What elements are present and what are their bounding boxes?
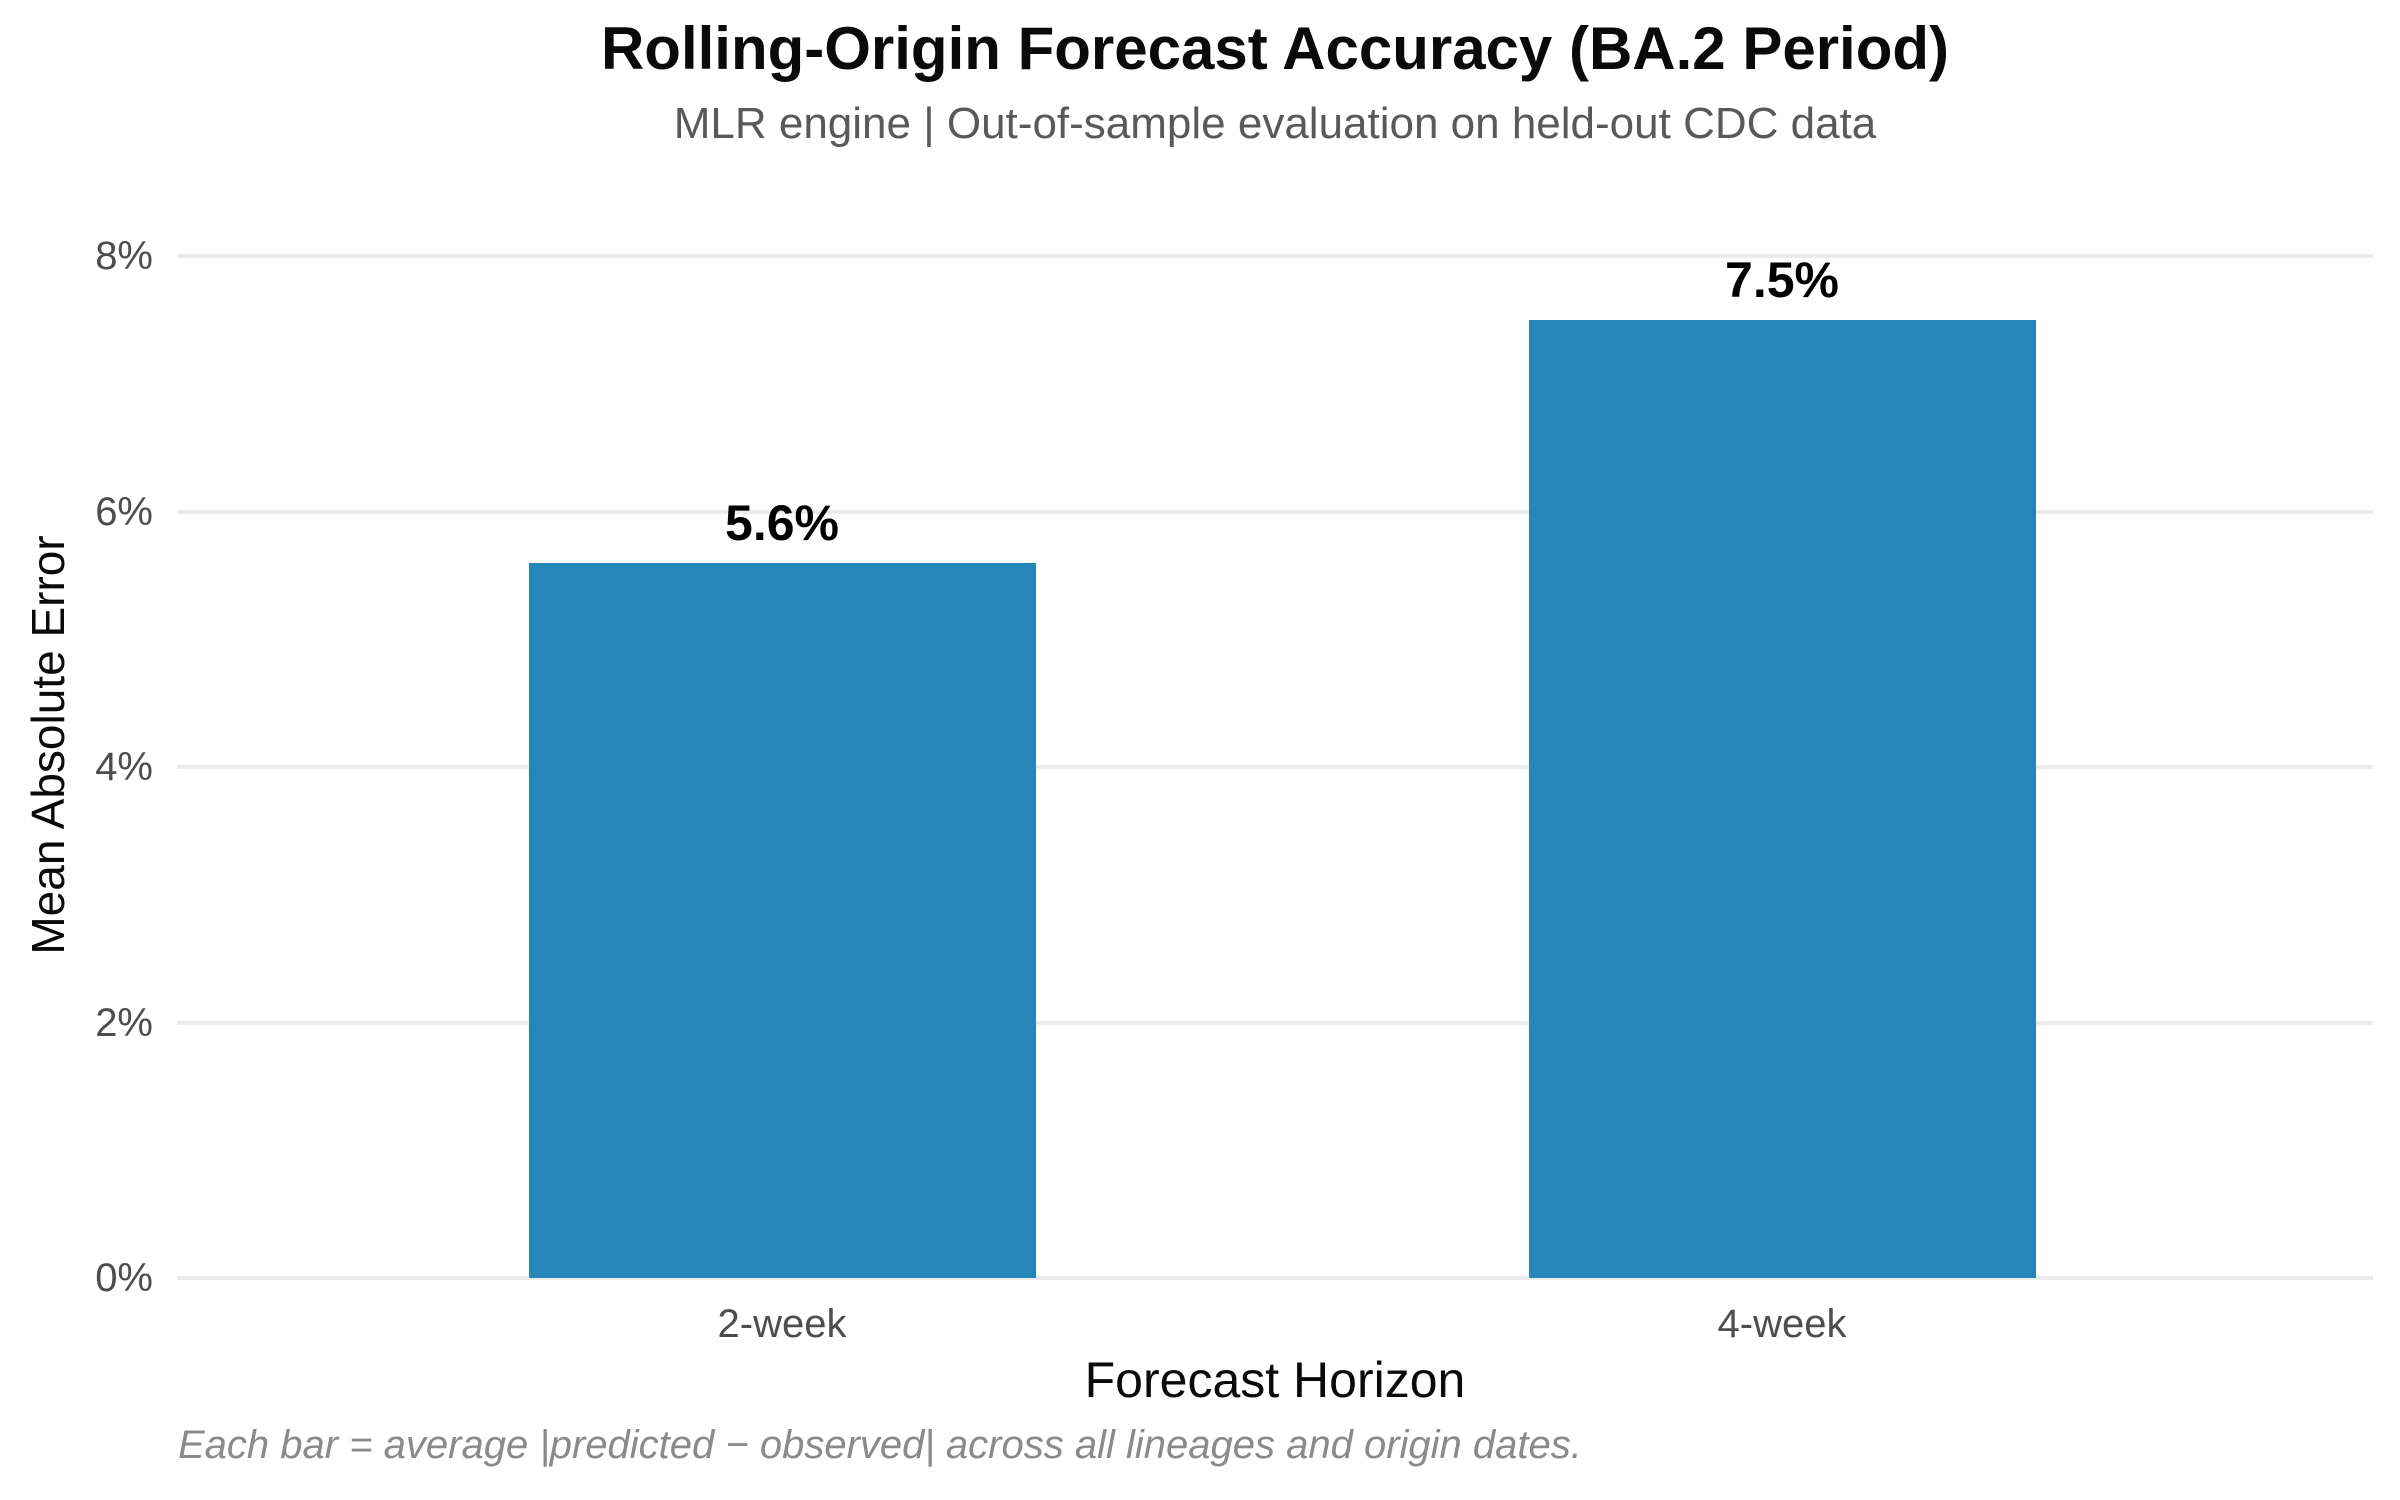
x-axis-title: Forecast Horizon — [1084, 1352, 1466, 1408]
gridline-2% — [177, 1020, 2373, 1025]
plot-area — [177, 254, 2373, 1280]
x-tick-label-2-week: 2-week — [717, 1302, 847, 1346]
bar-4-week — [1528, 319, 2036, 1278]
gridline-4% — [177, 765, 2373, 769]
y-tick-label-6%: 6% — [95, 489, 153, 534]
chart-title: Rolling-Origin Forecast Accuracy (BA.2 P… — [600, 15, 1950, 82]
y-tick-label-4%: 4% — [95, 745, 153, 789]
gridline-6% — [177, 509, 2373, 514]
gridline-0% — [177, 1276, 2373, 1280]
chart-subtitle: MLR engine | Out-of-sample evaluation on… — [673, 99, 1877, 148]
y-tick-label-0%: 0% — [95, 1256, 153, 1300]
x-tick-label-4-week: 4-week — [1717, 1302, 1847, 1346]
bar-2-week — [528, 562, 1036, 1278]
gridline-8% — [177, 254, 2373, 258]
bar-value-label-4-week: 7.5% — [1725, 251, 1839, 308]
figure-caption: Each bar = average |predicted − observed… — [178, 1423, 1582, 1467]
bar-value-label-2-week: 5.6% — [725, 494, 839, 551]
y-tick-label-2%: 2% — [95, 1000, 153, 1045]
y-tick-label-8%: 8% — [95, 234, 153, 278]
